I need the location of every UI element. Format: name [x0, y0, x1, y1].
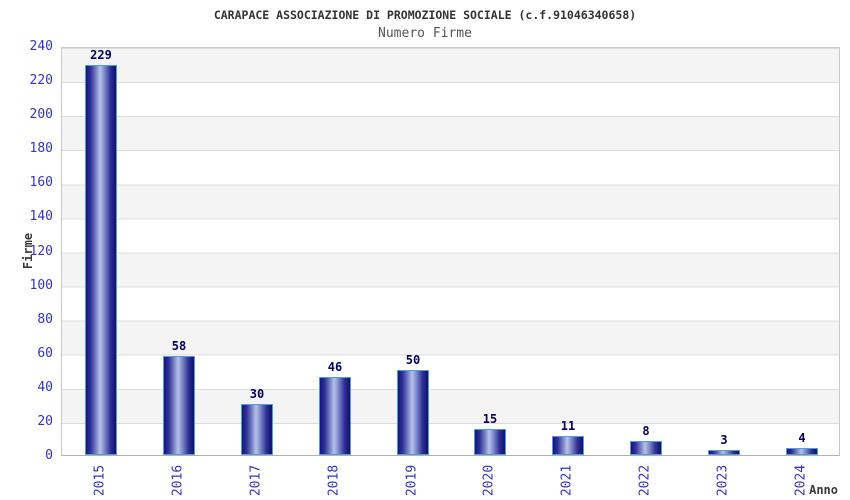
bar-value-label: 50	[405, 353, 421, 367]
x-tick-label: 2023	[715, 464, 731, 497]
chart-subtitle: Numero Firme	[378, 26, 472, 41]
y-tick-label: 180	[29, 141, 53, 157]
y-tick-label: 60	[37, 345, 53, 361]
x-tick-label: 2017	[248, 464, 264, 497]
x-tick-label: 2019	[404, 464, 420, 497]
y-tick-label: 20	[37, 413, 53, 429]
y-tick-label: 120	[29, 243, 53, 259]
bar-2024	[786, 448, 818, 455]
x-tick-label: 2018	[326, 464, 342, 497]
bar-value-label: 58	[171, 339, 187, 353]
bar-2023	[708, 450, 740, 455]
x-tick-label: 2021	[559, 464, 575, 497]
x-tick-label: 2024	[793, 464, 809, 497]
bar-value-label: 46	[327, 360, 343, 374]
bar-2015	[85, 65, 117, 455]
bar-value-label: 8	[642, 424, 650, 438]
bar-2017	[241, 404, 273, 455]
bar-2019	[397, 370, 429, 455]
y-tick-label: 80	[37, 311, 53, 327]
bar-2021	[552, 436, 584, 455]
bar-value-label: 229	[90, 48, 112, 62]
y-tick-label: 240	[29, 39, 53, 54]
y-axis-title: Firme	[21, 232, 35, 270]
bar-2020	[474, 429, 506, 455]
x-tick-label: 2020	[481, 464, 497, 497]
x-axis-title: Anno	[809, 483, 838, 497]
y-tick-label: 140	[29, 209, 53, 225]
y-tick-label: 40	[37, 379, 53, 395]
bar-2022	[630, 441, 662, 455]
bar-value-label: 3	[720, 433, 728, 447]
x-tick-label: 2016	[170, 464, 186, 497]
chart-title: CARAPACE ASSOCIAZIONE DI PROMOZIONE SOCI…	[213, 8, 637, 22]
x-tick-label: 2022	[637, 464, 653, 497]
bar-value-label: 30	[249, 387, 265, 401]
bar-2018	[319, 377, 351, 455]
bar-2016	[163, 356, 195, 455]
y-tick-label: 0	[45, 448, 53, 463]
y-tick-label: 160	[29, 175, 53, 191]
y-tick-label: 200	[29, 107, 53, 123]
bar-value-label: 4	[798, 431, 806, 445]
bar-value-label: 11	[560, 419, 576, 433]
bar-value-label: 15	[482, 412, 498, 426]
y-tick-label: 220	[29, 73, 53, 89]
y-tick-label: 100	[29, 277, 53, 293]
x-tick-label: 2015	[92, 464, 108, 497]
plot-area: 229 58 30 46 50 15 11 8 3 4	[61, 47, 840, 456]
